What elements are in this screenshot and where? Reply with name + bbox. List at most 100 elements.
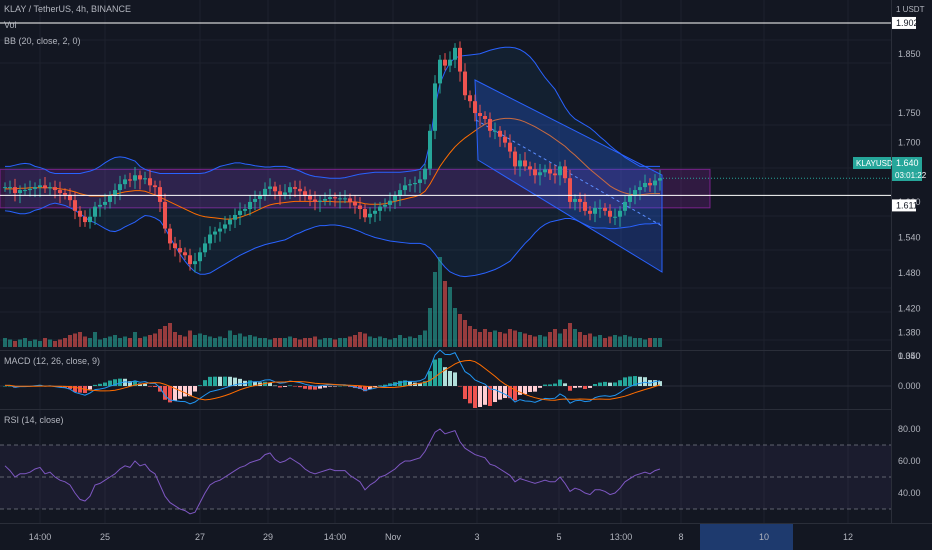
volume-bar: [298, 339, 302, 347]
candle-body: [238, 210, 242, 215]
volume-bar: [373, 338, 377, 347]
macd-histogram-bar: [288, 385, 292, 386]
macd-histogram-bar: [448, 370, 452, 386]
macd-histogram-bar: [488, 386, 492, 406]
candle-body: [488, 118, 492, 131]
macd-histogram-bar: [653, 380, 657, 386]
candle-body: [598, 207, 602, 209]
macd-histogram-bar: [588, 386, 592, 388]
candle-body: [288, 187, 292, 193]
time-tick-label: 3: [474, 532, 479, 542]
volume-bar: [353, 335, 357, 347]
macd-histogram-bar: [193, 386, 197, 392]
macd-indicator: [0, 349, 891, 408]
rsi-tick-label: 40.00: [898, 488, 921, 498]
candle-body: [53, 187, 57, 191]
candle-body: [508, 142, 512, 152]
current-price-bg: [892, 157, 922, 181]
volume-bar: [398, 335, 402, 347]
candle-body: [623, 201, 627, 211]
candle-body: [588, 210, 592, 214]
macd-histogram-bar: [73, 386, 77, 393]
candle-body: [278, 191, 282, 195]
horizontal-levels[interactable]: [0, 22, 891, 196]
macd-histogram-bar: [613, 382, 617, 386]
candle-body: [558, 166, 562, 176]
macd-histogram-bar: [278, 386, 282, 388]
volume-bar: [238, 333, 242, 347]
macd-histogram-bar: [133, 380, 137, 386]
price-axis[interactable]: 1.8501.7501.7001.6001.5401.4801.4201.380…: [853, 16, 927, 498]
rsi-legend[interactable]: RSI (14, close): [4, 415, 64, 425]
volume-bar: [438, 257, 442, 347]
volume-bar: [248, 335, 252, 347]
macd-histogram-bar: [523, 386, 527, 395]
symbol-legend[interactable]: KLAY / TetherUS, 4h, BINANCE: [4, 4, 132, 14]
volume-bar: [498, 332, 502, 347]
volume-bar: [583, 335, 587, 347]
volume-bar: [203, 335, 207, 347]
macd-histogram-bar: [478, 386, 482, 407]
candle-body: [303, 191, 307, 196]
volume-bar: [173, 332, 177, 347]
candle-body: [388, 200, 392, 205]
macd-histogram-bar: [93, 384, 97, 386]
volume-bar: [538, 335, 542, 347]
volume-bar: [218, 336, 222, 347]
macd-legend[interactable]: MACD (12, 26, close, 9): [4, 356, 101, 366]
volume-bar: [588, 333, 592, 347]
volume-bar: [478, 332, 482, 347]
candle-body: [98, 204, 102, 207]
macd-histogram-bar: [503, 386, 507, 399]
candle-body: [133, 175, 137, 181]
candle-body: [8, 187, 12, 189]
volume-bar: [573, 329, 577, 347]
volume-bar: [93, 332, 97, 347]
candle-body: [193, 261, 197, 265]
volume-bar: [278, 338, 282, 347]
macd-histogram-bar: [273, 385, 277, 387]
macd-histogram-bar: [513, 386, 517, 401]
candle-body: [653, 180, 657, 186]
volume-bar: [123, 336, 127, 347]
time-axis[interactable]: 14:00 25 27 29 14:00 Nov 3 5 13:00 8 10 12: [29, 532, 853, 542]
macd-histogram-bar: [408, 381, 412, 386]
macd-histogram-bar: [333, 386, 337, 387]
volume-bar: [448, 287, 452, 347]
time-tick-label: 5: [556, 532, 561, 542]
rsi-indicator: [0, 428, 891, 515]
macd-histogram-bar: [208, 376, 212, 386]
volume-bar: [513, 330, 517, 347]
candle-body: [143, 178, 147, 180]
level-tag-low-bg: [892, 199, 916, 212]
volume-bar: [383, 338, 387, 347]
macd-histogram-bar: [538, 386, 542, 388]
volume-bar: [603, 338, 607, 347]
bb-legend[interactable]: BB (20, close, 2, 0): [4, 36, 81, 46]
candle-body: [468, 95, 472, 102]
candle-body: [353, 201, 357, 206]
time-tick-label: 27: [195, 532, 205, 542]
volume-bar: [378, 336, 382, 347]
macd-histogram-bar: [583, 386, 587, 389]
volume-bar: [393, 338, 397, 347]
volume-bar: [183, 336, 187, 347]
time-tick-label: 12: [843, 532, 853, 542]
candle-body: [403, 185, 407, 191]
candle-body: [28, 188, 32, 191]
candle-body: [108, 196, 112, 202]
candle-body: [218, 228, 222, 232]
macd-histogram-bar: [628, 376, 632, 386]
volume-bar: [308, 338, 312, 347]
candle-body: [293, 187, 297, 189]
macd-histogram-bar: [533, 386, 537, 392]
volume-legend[interactable]: Vol: [4, 20, 17, 30]
volume-bar: [318, 339, 322, 347]
candle-body: [148, 178, 152, 186]
candle-body: [273, 186, 277, 192]
candle-body: [13, 187, 17, 194]
volume-bar: [508, 329, 512, 347]
volume-bar: [523, 333, 527, 347]
macd-histogram-bar: [283, 386, 287, 387]
